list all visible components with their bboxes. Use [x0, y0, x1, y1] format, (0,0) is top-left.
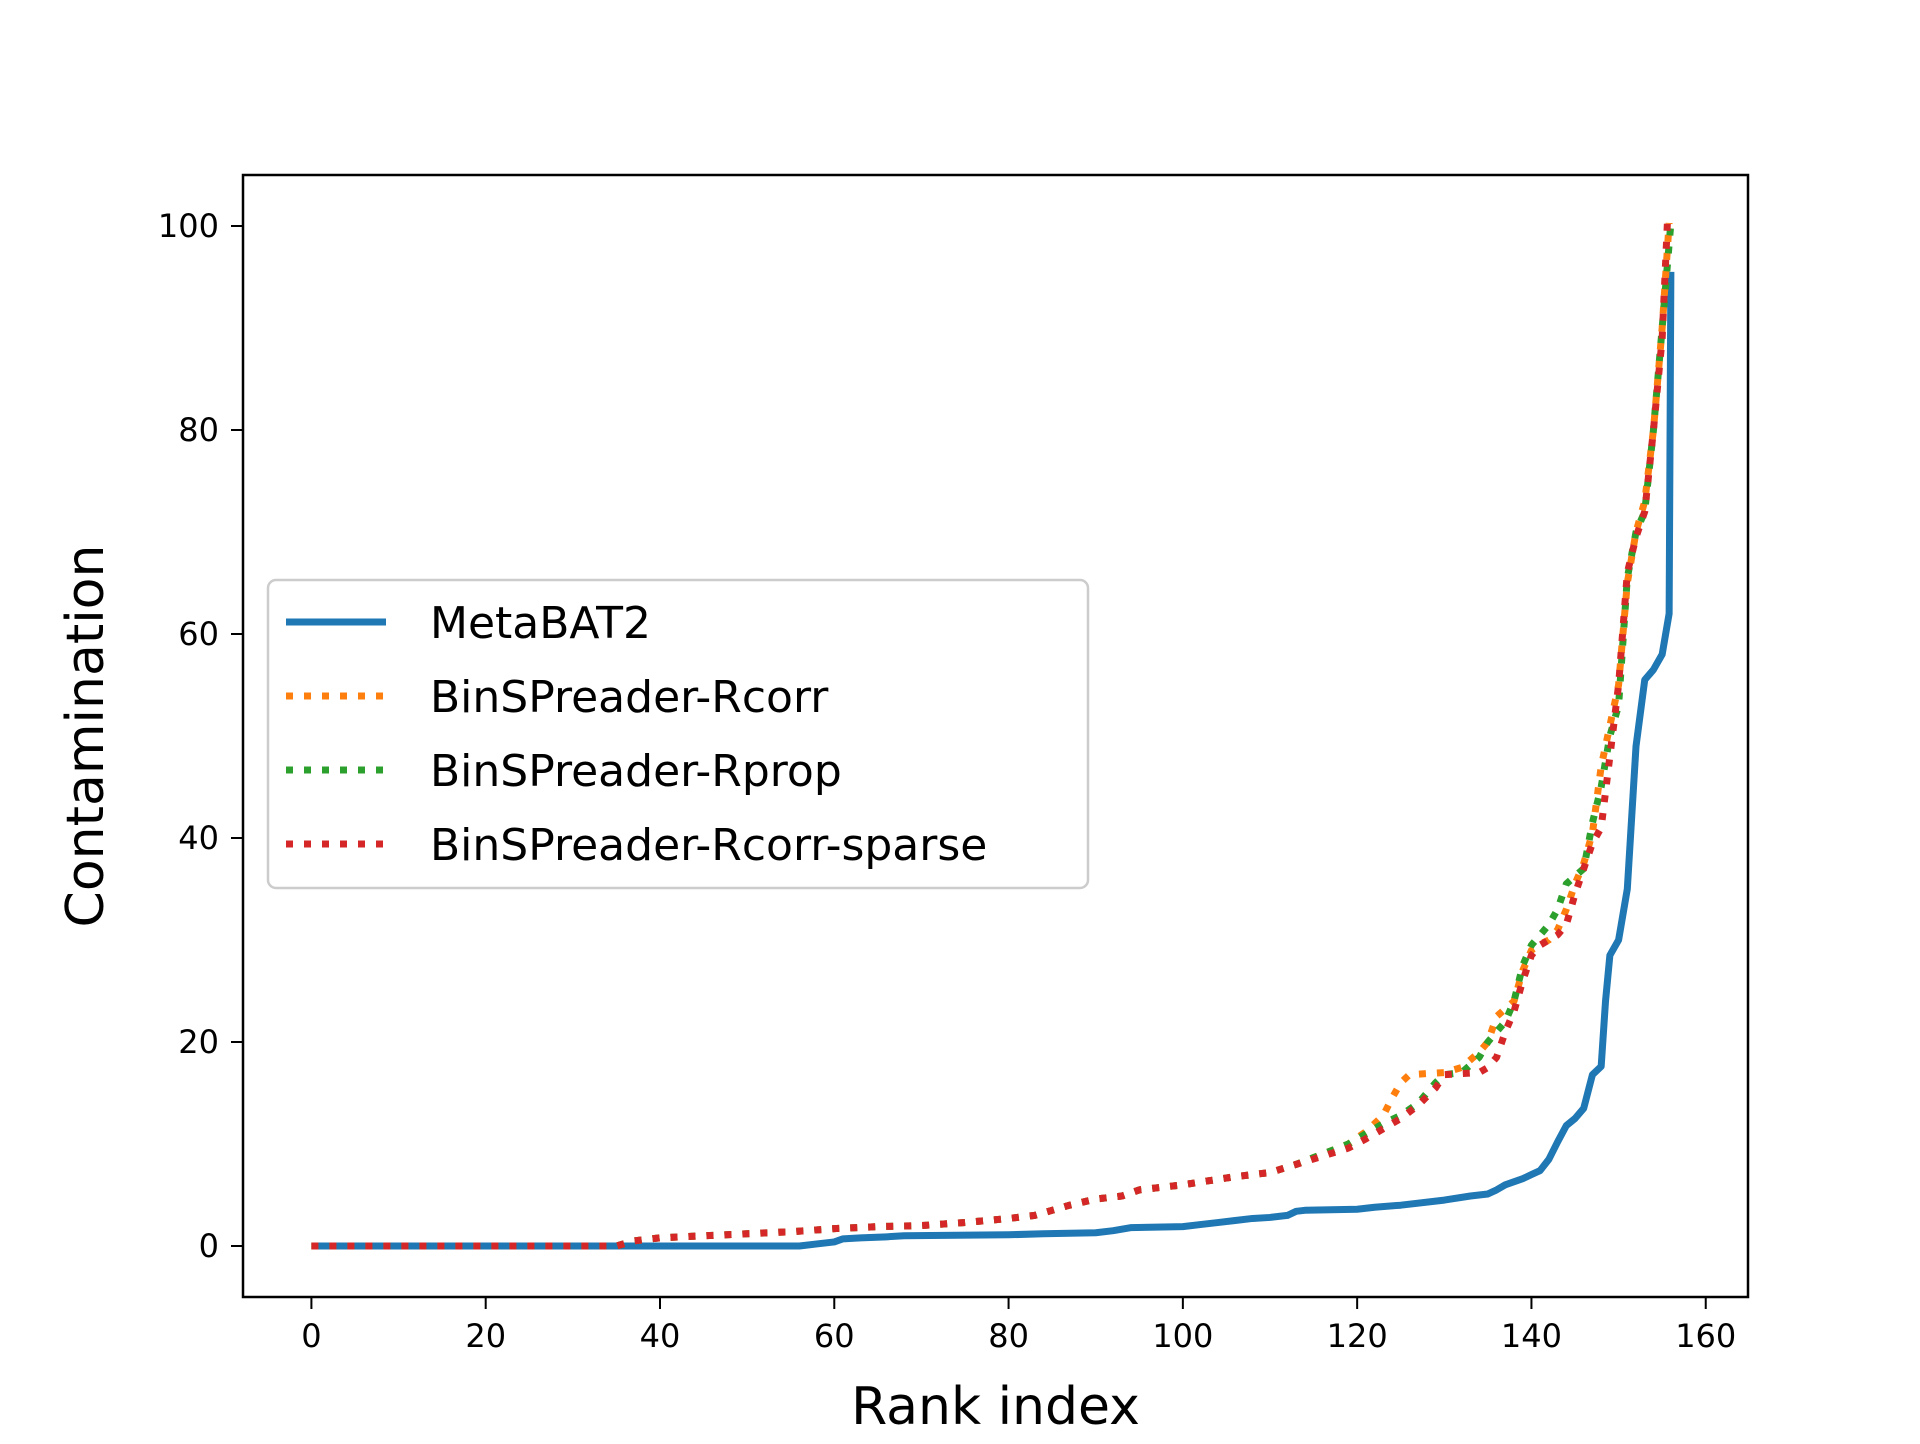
- x-tick-label: 100: [1152, 1317, 1213, 1355]
- y-tick-label: 20: [178, 1023, 219, 1061]
- x-tick-label: 20: [465, 1317, 506, 1355]
- axis-ticks: 0 20 40 60 80 100 120 140 160 0 20 40 60 80 100: [158, 207, 1736, 1355]
- legend-label: MetaBAT2: [430, 598, 651, 649]
- x-tick-label: 160: [1675, 1317, 1736, 1355]
- legend: MetaBAT2 BinSPreader-Rcorr BinSPreader-Rpr…: [266, 578, 1090, 890]
- y-axis-label: Contamination: [56, 545, 116, 928]
- y-tick-label: 60: [178, 615, 219, 653]
- y-tick-label: 0: [199, 1227, 219, 1265]
- x-tick-label: 40: [640, 1317, 681, 1355]
- legend-label: BinSPreader-Rcorr: [430, 672, 829, 723]
- y-tick-label: 100: [158, 207, 219, 245]
- x-tick-label: 140: [1501, 1317, 1562, 1355]
- x-tick-label: 0: [301, 1317, 321, 1355]
- x-tick-label: 120: [1327, 1317, 1388, 1355]
- legend-box: [266, 578, 1090, 890]
- x-tick-label: 60: [814, 1317, 855, 1355]
- y-tick-label: 80: [178, 411, 219, 449]
- series-line-metabat2: [311, 271, 1675, 1250]
- plot-area-frame: [241, 173, 1750, 1299]
- series-line-binspreader-rcorr: [311, 222, 1673, 1250]
- series-lines: [311, 222, 1675, 1250]
- legend-label: BinSPreader-Rprop: [430, 746, 842, 797]
- x-tick-label: 80: [988, 1317, 1029, 1355]
- legend-label: BinSPreader-Rcorr-sparse: [430, 820, 987, 871]
- y-tick-label: 40: [178, 819, 219, 857]
- x-axis-label: Rank index: [851, 1377, 1140, 1437]
